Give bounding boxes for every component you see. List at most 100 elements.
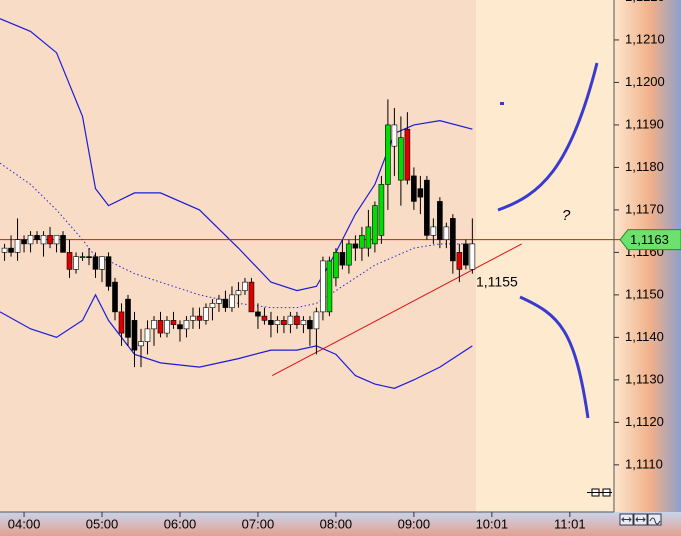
- candle-body: [391, 124, 398, 147]
- candle-body: [125, 298, 131, 338]
- candle-body: [138, 341, 144, 347]
- candle-body: [86, 256, 92, 258]
- candle-body: [53, 235, 60, 245]
- candle-body: [320, 260, 326, 313]
- candle-body: [443, 226, 450, 240]
- candle-body: [8, 247, 14, 253]
- y-tick-label: 1,1170: [625, 201, 664, 216]
- candle-body: [294, 315, 300, 325]
- candle-body: [66, 252, 73, 270]
- candle-body: [73, 256, 79, 270]
- candle-body: [222, 298, 229, 308]
- candle-body: [346, 243, 352, 266]
- candle-body: [79, 256, 86, 258]
- y-tick-label: 1,1190: [625, 116, 664, 131]
- candle-body: [450, 218, 456, 262]
- annotation: ?: [562, 207, 571, 224]
- x-tick-label: 06:00: [164, 516, 197, 531]
- candle-body: [151, 320, 157, 330]
- time-axis: [0, 512, 681, 536]
- candle-body: [216, 298, 222, 304]
- y-tick-label: 1,1180: [625, 159, 664, 174]
- plot-layer: [0, 18, 620, 389]
- candle-body: [274, 320, 281, 325]
- candle-body: [157, 320, 164, 334]
- y-tick-label: 1,1140: [625, 329, 664, 344]
- candle-body: [261, 315, 268, 321]
- x-tick-label: 05:00: [86, 516, 119, 531]
- y-tick-label: 1,1110: [625, 456, 663, 471]
- candle-body: [242, 281, 248, 291]
- y-tick-label: 1,1220: [625, 0, 665, 4]
- price-tag: [619, 229, 681, 251]
- candle-body: [268, 320, 274, 325]
- band-line: [0, 293, 473, 389]
- shaded-region: [0, 0, 476, 512]
- candle-body: [339, 252, 346, 266]
- candle-body: [229, 294, 235, 308]
- x-tick-label: 04:00: [8, 516, 41, 531]
- x-tick-label: 10:01: [476, 516, 509, 531]
- candle-body: [183, 320, 190, 330]
- candle-body: [203, 307, 209, 321]
- tool-icon[interactable]: [587, 488, 612, 497]
- candle-body: [164, 320, 170, 334]
- candle-body: [313, 311, 320, 330]
- candle-body: [144, 328, 151, 342]
- candle-body: [255, 311, 261, 317]
- x-tick-label: 09:00: [398, 516, 431, 531]
- candle-body: [92, 256, 99, 270]
- candle-body: [281, 320, 287, 325]
- scroll-buttons[interactable]: [619, 513, 662, 526]
- candle-body: [235, 290, 242, 296]
- candle-body: [430, 226, 437, 236]
- annotation: 1,1155: [476, 274, 518, 290]
- candle-body: [131, 320, 138, 351]
- candle-body: [352, 243, 359, 249]
- candle-body: [14, 239, 21, 253]
- candle-body: [196, 315, 203, 321]
- candle-body: [112, 281, 118, 313]
- candle-body: [99, 256, 105, 270]
- candle-body: [326, 260, 333, 313]
- candle-body: [170, 320, 177, 325]
- candle-body: [437, 201, 443, 240]
- drawn-curve: [519, 295, 590, 419]
- candle-body: [287, 315, 294, 325]
- band-line: [0, 18, 473, 292]
- candle-body: [248, 281, 255, 313]
- candle-body: [359, 235, 365, 249]
- candle-body: [27, 235, 34, 245]
- candle-body: [60, 235, 66, 253]
- candle-body: [1, 247, 8, 253]
- candle-body: [177, 324, 183, 330]
- drawn-mark: [500, 102, 504, 105]
- candle-body: [40, 235, 47, 245]
- price-axis: [614, 0, 681, 512]
- candle-body: [456, 252, 463, 270]
- band-line: [0, 162, 473, 309]
- candle-body: [469, 243, 476, 270]
- drawn-curve: [497, 62, 599, 212]
- candle-body: [34, 235, 40, 240]
- candle-body: [300, 320, 307, 325]
- candle-body: [404, 128, 411, 181]
- candle-body: [398, 137, 404, 181]
- y-tick-label: 1,1150: [625, 286, 664, 301]
- y-tick-label: 1,1210: [625, 31, 665, 46]
- x-tick-label: 07:00: [242, 516, 275, 531]
- y-tick-label: 1,1130: [625, 371, 664, 386]
- candle-body: [411, 175, 417, 202]
- candle-body: [385, 124, 391, 185]
- candle-body: [105, 256, 112, 287]
- candle-body: [333, 252, 339, 279]
- candle-body: [372, 205, 378, 245]
- candle-body: [21, 239, 27, 245]
- candle-body: [417, 188, 424, 198]
- candle-body: [463, 243, 469, 266]
- trendline: [272, 243, 522, 377]
- candle-body: [47, 235, 53, 245]
- price-tag-label: 1,1163: [630, 232, 669, 247]
- candle-body: [209, 303, 216, 308]
